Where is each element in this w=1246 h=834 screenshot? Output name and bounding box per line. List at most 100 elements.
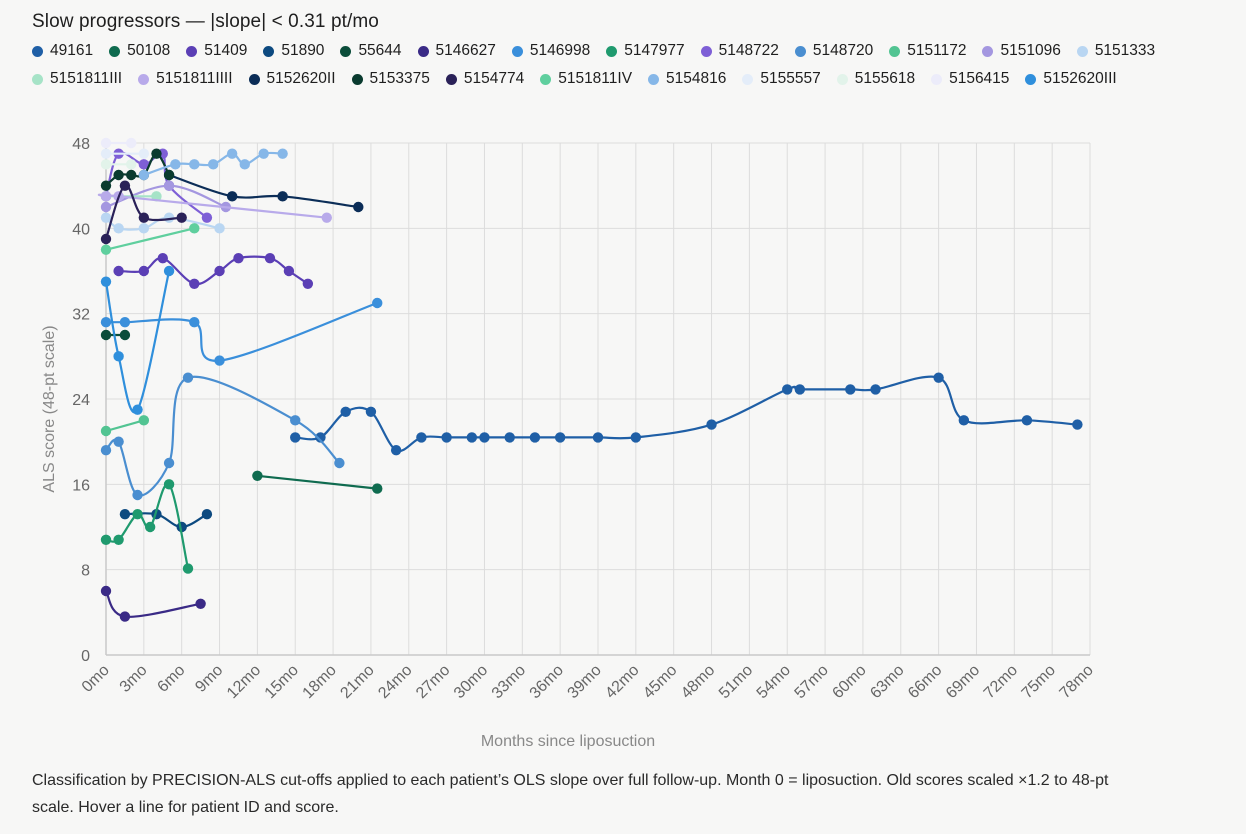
data-point[interactable] — [163, 169, 175, 181]
data-point[interactable] — [592, 432, 604, 443]
data-point[interactable] — [794, 384, 806, 395]
data-point[interactable] — [119, 329, 131, 341]
data-point[interactable] — [630, 432, 642, 443]
data-point[interactable] — [504, 432, 515, 443]
data-point[interactable] — [126, 169, 137, 181]
data-point[interactable] — [113, 534, 124, 545]
data-point[interactable] — [340, 406, 351, 417]
data-point[interactable] — [100, 244, 112, 255]
series-line[interactable] — [105, 375, 341, 497]
data-point[interactable] — [189, 278, 200, 289]
data-point[interactable] — [119, 317, 131, 328]
data-point[interactable] — [113, 265, 124, 277]
data-point[interactable] — [113, 436, 124, 447]
data-point[interactable] — [163, 457, 175, 469]
legend-item[interactable]: 5151811IIII — [138, 68, 233, 90]
data-point[interactable] — [189, 159, 200, 170]
data-point[interactable] — [119, 180, 131, 191]
data-point[interactable] — [302, 278, 314, 289]
data-point[interactable] — [845, 384, 856, 395]
legend-item[interactable]: 5152620II — [248, 68, 336, 90]
legend-item[interactable]: 5151333 — [1076, 40, 1155, 62]
data-point[interactable] — [100, 180, 112, 191]
legend-item[interactable]: 5151811III — [32, 68, 122, 90]
legend-item[interactable]: 55644 — [340, 40, 402, 62]
data-point[interactable] — [163, 479, 175, 490]
data-point[interactable] — [479, 432, 490, 443]
data-point[interactable] — [226, 148, 238, 159]
legend-item[interactable]: 5148720 — [794, 40, 873, 62]
series-line[interactable] — [97, 193, 327, 219]
data-point[interactable] — [554, 432, 566, 443]
data-point[interactable] — [321, 212, 332, 223]
series-line[interactable] — [105, 227, 195, 251]
data-point[interactable] — [100, 425, 112, 437]
data-point[interactable] — [258, 148, 269, 159]
data-point[interactable] — [290, 432, 301, 443]
data-point[interactable] — [138, 169, 150, 181]
data-point[interactable] — [416, 432, 427, 443]
data-point[interactable] — [870, 384, 881, 395]
series-line[interactable] — [295, 375, 1078, 453]
series-line[interactable] — [104, 270, 171, 414]
data-point[interactable] — [365, 406, 377, 417]
legend-item[interactable]: 5147977 — [606, 40, 685, 62]
data-point[interactable] — [100, 201, 112, 213]
data-point[interactable] — [201, 212, 213, 223]
legend-item[interactable]: 51409 — [186, 40, 247, 62]
data-point[interactable] — [176, 212, 187, 223]
data-point[interactable] — [1072, 419, 1083, 430]
data-point[interactable] — [529, 432, 541, 443]
data-point[interactable] — [100, 329, 112, 341]
data-point[interactable] — [100, 233, 112, 245]
data-point[interactable] — [119, 509, 131, 520]
data-point[interactable] — [138, 265, 150, 277]
legend-item[interactable]: 5156415 — [931, 68, 1009, 90]
legend-item[interactable]: 5151096 — [982, 40, 1061, 62]
series-line[interactable] — [257, 474, 378, 490]
data-point[interactable] — [334, 457, 345, 469]
data-point[interactable] — [100, 212, 112, 223]
data-point[interactable] — [214, 355, 225, 366]
data-point[interactable] — [933, 372, 944, 383]
data-point[interactable] — [466, 432, 478, 443]
data-point[interactable] — [189, 317, 200, 328]
data-point[interactable] — [126, 137, 137, 149]
data-point[interactable] — [226, 191, 238, 202]
legend-item[interactable]: 5154816 — [648, 68, 726, 90]
data-point[interactable] — [113, 351, 124, 362]
data-point[interactable] — [138, 148, 150, 159]
data-point[interactable] — [195, 598, 206, 609]
data-point[interactable] — [163, 265, 175, 277]
data-point[interactable] — [138, 212, 150, 223]
series-line[interactable] — [168, 173, 359, 209]
data-point[interactable] — [138, 415, 150, 426]
data-point[interactable] — [163, 180, 175, 191]
data-point[interactable] — [958, 415, 970, 426]
legend-item[interactable]: 5155557 — [742, 68, 821, 90]
data-point[interactable] — [214, 223, 225, 234]
data-point[interactable] — [277, 148, 288, 159]
data-point[interactable] — [277, 191, 288, 202]
data-point[interactable] — [189, 223, 200, 234]
legend-item[interactable]: 5153375 — [351, 68, 430, 90]
legend-item[interactable]: 5146998 — [511, 40, 590, 62]
legend-item[interactable]: 50108 — [109, 40, 170, 62]
data-point[interactable] — [100, 445, 112, 456]
data-point[interactable] — [372, 483, 383, 494]
data-point[interactable] — [138, 159, 150, 170]
data-point[interactable] — [132, 404, 143, 415]
data-point[interactable] — [100, 137, 112, 149]
data-point[interactable] — [290, 415, 301, 426]
data-point[interactable] — [170, 159, 181, 170]
data-point[interactable] — [100, 276, 112, 287]
data-point[interactable] — [353, 201, 364, 213]
legend-item[interactable]: 49161 — [32, 40, 93, 62]
data-point[interactable] — [157, 253, 168, 264]
series-line[interactable] — [106, 301, 378, 362]
series-line[interactable] — [104, 184, 182, 240]
data-point[interactable] — [113, 223, 124, 234]
data-point[interactable] — [132, 489, 143, 501]
data-point[interactable] — [1021, 415, 1033, 426]
data-point[interactable] — [390, 445, 402, 456]
